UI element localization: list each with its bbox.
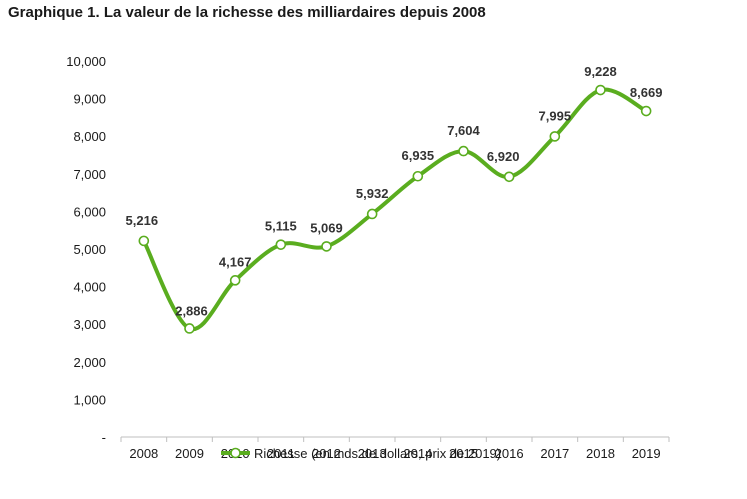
data-label: 5,932 bbox=[356, 186, 389, 201]
data-label: 7,995 bbox=[539, 108, 572, 123]
y-tick-label: - bbox=[102, 430, 106, 445]
data-point bbox=[595, 84, 606, 96]
legend: Richesse (en mds de dollars, prix de 201… bbox=[221, 446, 501, 461]
data-point bbox=[412, 170, 424, 182]
data-label: 5,216 bbox=[126, 213, 159, 228]
chart-title: Graphique 1. La valeur de la richesse de… bbox=[8, 4, 486, 21]
data-point bbox=[321, 241, 332, 252]
y-tick-label: 8,000 bbox=[73, 129, 106, 144]
x-tick-label: 2012 bbox=[312, 446, 341, 461]
data-point bbox=[138, 235, 150, 247]
x-tick-label: 2014 bbox=[403, 446, 432, 461]
legend-label: Richesse (en mds de dollars, prix de 201… bbox=[254, 446, 501, 461]
y-tick-label: 9,000 bbox=[73, 92, 106, 107]
series-markers bbox=[138, 84, 652, 334]
data-point bbox=[229, 275, 241, 286]
y-tick-label: 7,000 bbox=[73, 167, 106, 182]
data-label: 7,604 bbox=[447, 123, 480, 138]
y-axis-ticks: - 1,000 2,000 3,000 4,000 5,000 6,000 7,000 8,00… bbox=[66, 54, 106, 445]
y-tick-label: 5,000 bbox=[73, 242, 106, 257]
y-tick-label: 6,000 bbox=[73, 204, 106, 219]
data-point bbox=[549, 131, 561, 142]
legend-swatch-marker bbox=[230, 447, 241, 459]
x-tick-label: 2009 bbox=[175, 446, 204, 461]
series-line bbox=[141, 87, 649, 332]
x-tick-label: 2018 bbox=[586, 446, 615, 461]
data-point bbox=[184, 323, 195, 334]
data-labels: 5,216 2,886 4,167 5,115 5,069 5,932 6,935 7,604… bbox=[126, 64, 663, 318]
x-tick-label: 2015 bbox=[449, 446, 478, 461]
y-tick-label: 1,000 bbox=[73, 392, 106, 407]
y-tick-label: 2,000 bbox=[73, 355, 106, 370]
data-label: 5,069 bbox=[310, 220, 343, 235]
data-point bbox=[458, 145, 469, 157]
data-label: 2,886 bbox=[175, 303, 208, 318]
x-tick-label: 2019 bbox=[632, 446, 661, 461]
x-tick-label: 2017 bbox=[540, 446, 569, 461]
data-label: 6,935 bbox=[402, 148, 435, 163]
data-label: 9,228 bbox=[584, 64, 617, 79]
data-label: 5,115 bbox=[265, 219, 297, 234]
x-tick-label: 2016 bbox=[495, 446, 524, 461]
y-tick-label: 10,000 bbox=[66, 54, 106, 69]
x-tick-label: 2013 bbox=[358, 446, 387, 461]
x-axis-ticks: 2008200920102011201220132014201520162017… bbox=[120, 437, 670, 461]
data-point bbox=[503, 171, 515, 183]
data-label: 8,669 bbox=[630, 85, 663, 100]
data-point bbox=[275, 239, 287, 250]
data-label: 6,920 bbox=[487, 149, 520, 164]
data-label: 4,167 bbox=[219, 254, 252, 269]
x-tick-label: 2011 bbox=[267, 446, 295, 461]
data-point bbox=[366, 208, 378, 220]
x-tick-label: 2008 bbox=[129, 446, 158, 461]
data-point bbox=[640, 105, 652, 117]
y-tick-label: 3,000 bbox=[73, 317, 106, 332]
y-tick-label: 4,000 bbox=[73, 280, 106, 295]
